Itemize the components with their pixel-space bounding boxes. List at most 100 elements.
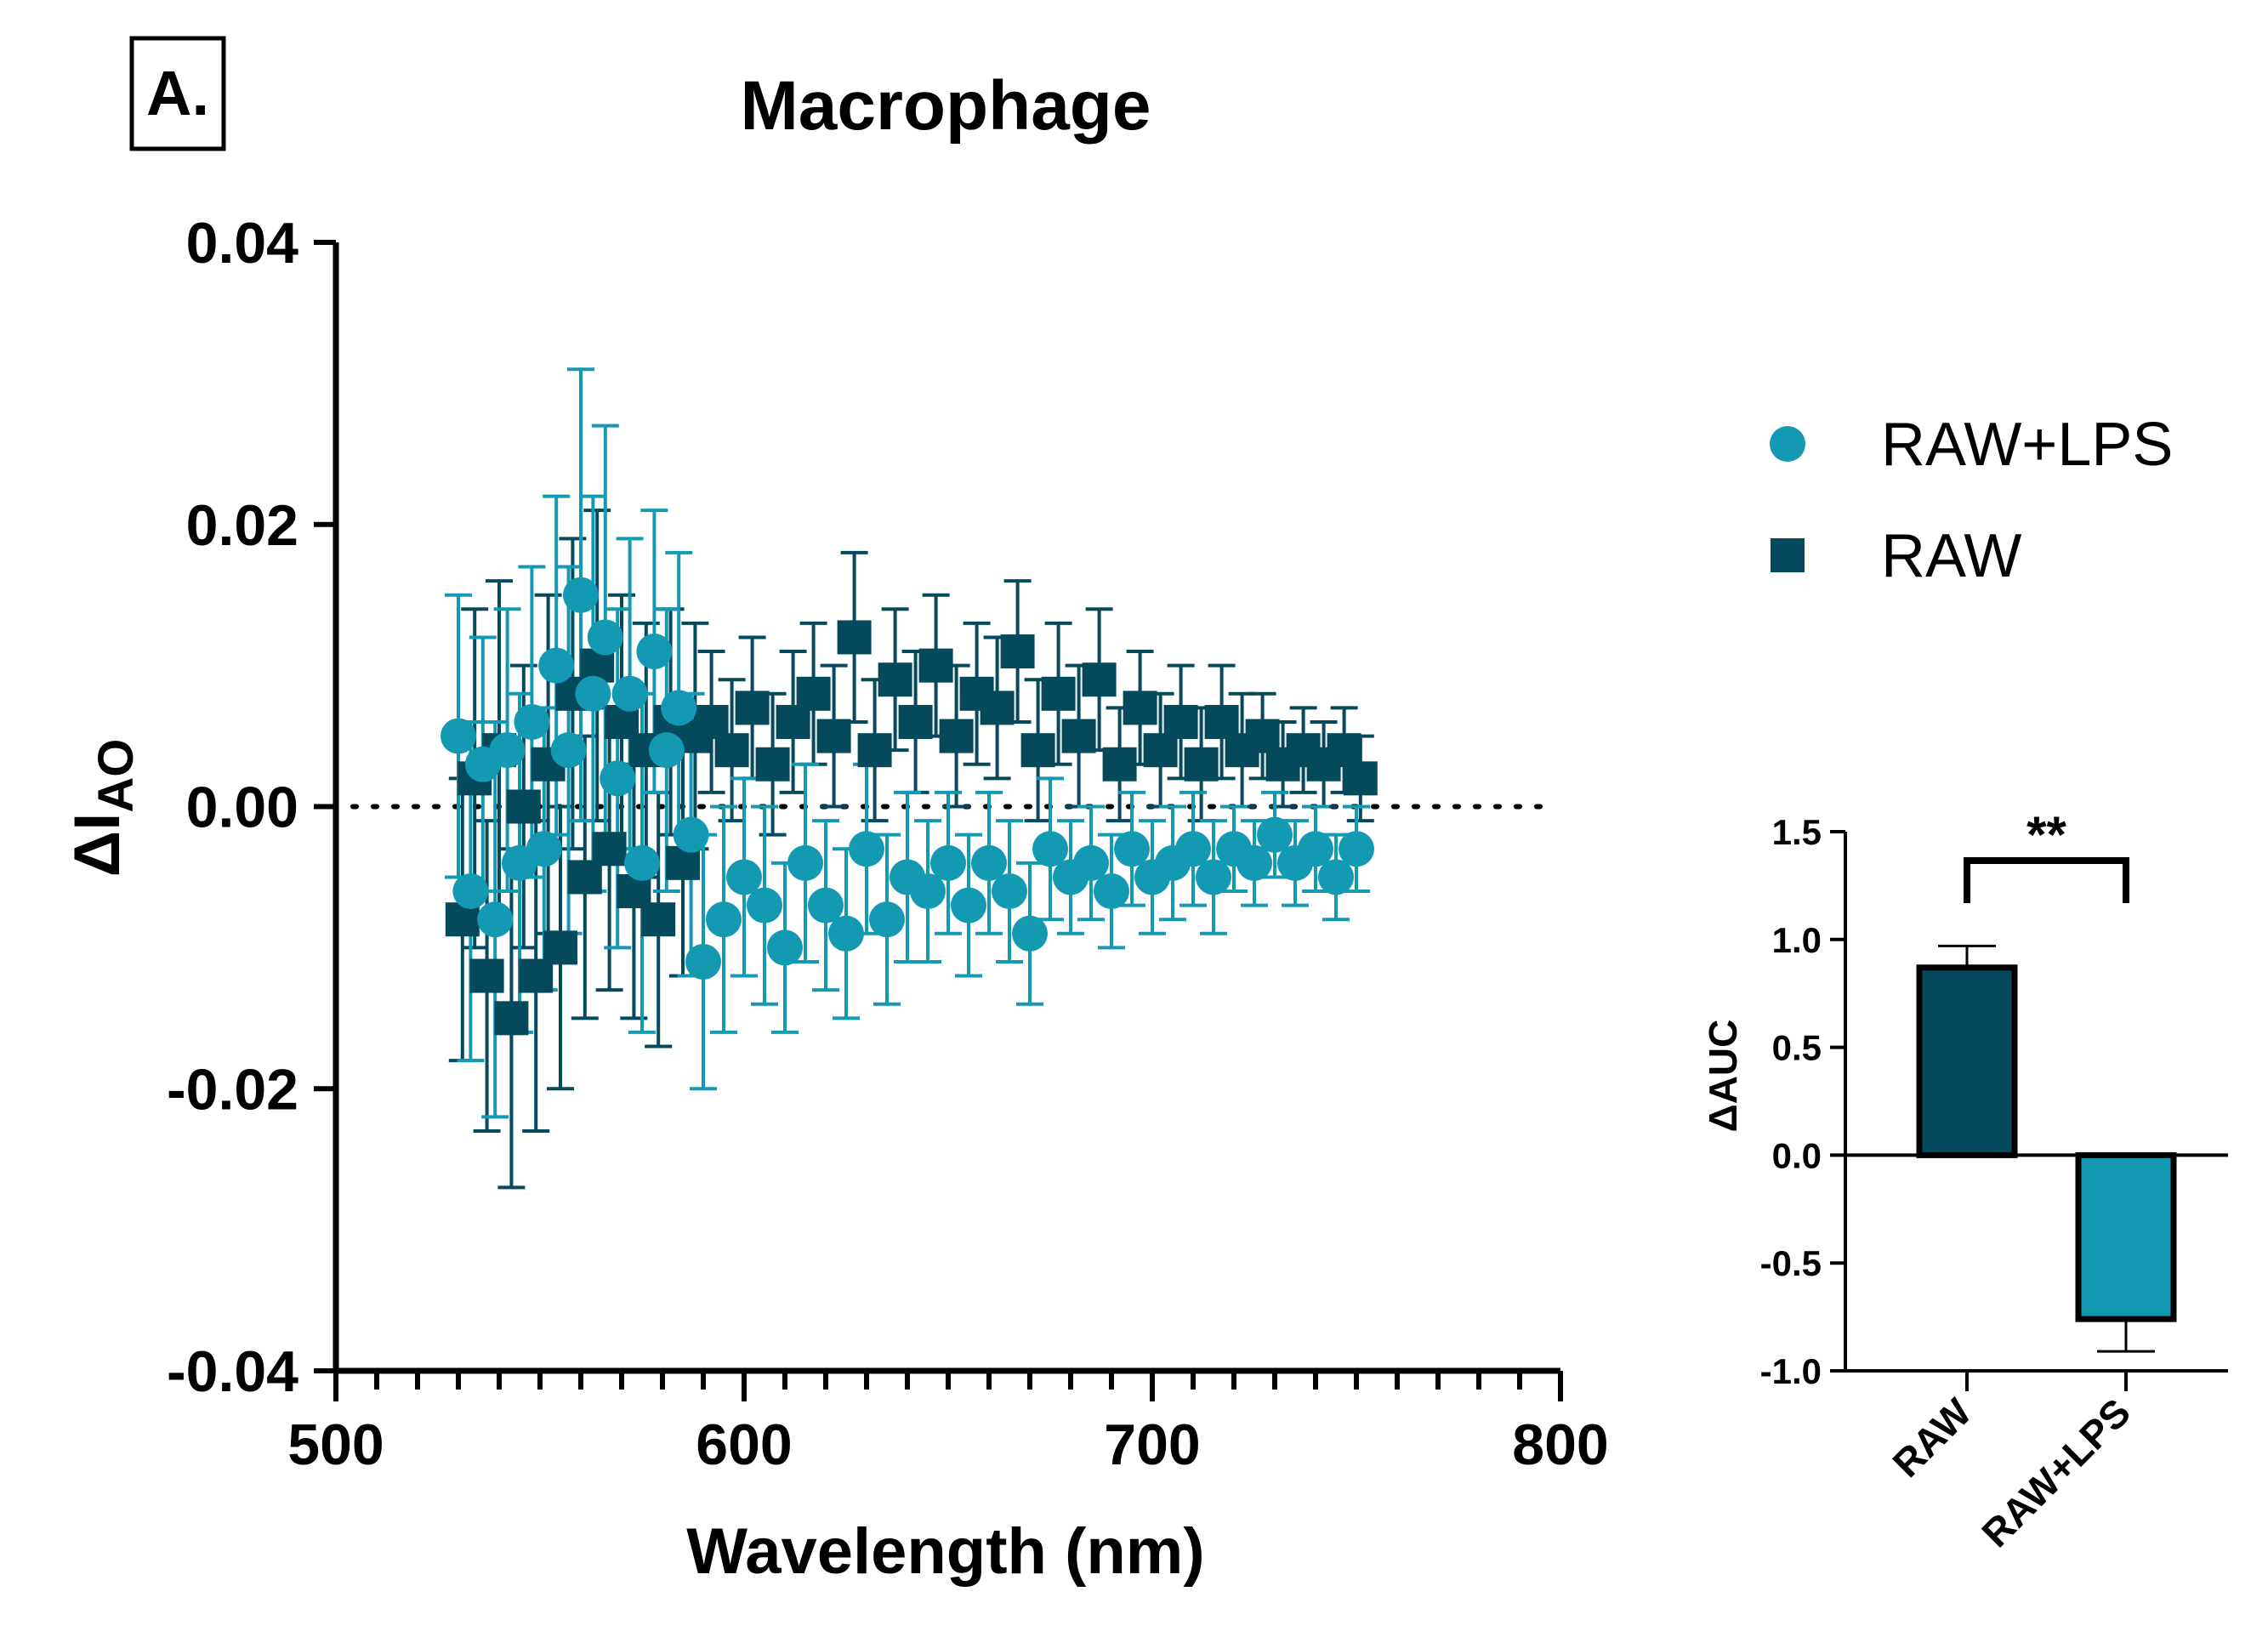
data-point (1094, 873, 1129, 910)
data-point (726, 859, 762, 895)
data-point (1236, 844, 1272, 881)
data-point (1343, 761, 1378, 796)
data-point (755, 747, 790, 782)
significance-bracket: ** (1964, 806, 2129, 903)
x-tick-label: 600 (696, 1412, 792, 1477)
data-point (1082, 662, 1117, 697)
data-point (706, 901, 742, 938)
data-point (939, 719, 974, 753)
data-point (1020, 733, 1055, 768)
inset-x-tick-label: RAW (1884, 1390, 1980, 1486)
legend-circle-marker (1770, 426, 1805, 462)
data-point (600, 760, 636, 797)
data-point (550, 732, 587, 769)
significance-bracket-line (1964, 857, 2129, 903)
legend-label-raw: RAW (1881, 522, 2021, 590)
data-point (910, 873, 946, 910)
legend: RAW+LPS RAW (1770, 411, 2173, 590)
data-point (1163, 704, 1198, 739)
y-tick-label: -0.02 (167, 1057, 298, 1122)
data-point (930, 844, 966, 881)
data-point (636, 634, 673, 670)
data-point (767, 929, 803, 966)
inset-y-tick-label: -1.0 (1760, 1351, 1822, 1391)
data-point (469, 958, 504, 993)
x-tick-label: 700 (1104, 1412, 1200, 1477)
data-point (808, 887, 844, 924)
y-tick-label: 0.02 (186, 493, 298, 558)
data-point (477, 901, 514, 938)
data-point (1298, 831, 1333, 867)
panel-label-frame (129, 36, 226, 151)
legend-item-raw: RAW (1771, 522, 2021, 590)
data-point (563, 577, 599, 613)
legend-item-raw-lps: RAW+LPS (1770, 411, 2173, 479)
data-point (575, 675, 611, 712)
data-point (1102, 747, 1137, 782)
data-point (1123, 691, 1157, 725)
data-point (735, 691, 770, 725)
data-point (898, 704, 933, 739)
inset-y-tick-label: 1.0 (1772, 920, 1822, 960)
data-point (1184, 747, 1219, 782)
data-point (1000, 634, 1035, 669)
data-point (452, 873, 489, 910)
data-point (514, 703, 550, 740)
data-point (1114, 831, 1150, 867)
inset-y-axis-label: ΔAUC (1701, 1020, 1745, 1133)
data-point (714, 733, 749, 768)
legend-square-marker (1771, 538, 1805, 572)
y-tick-label: 0.00 (186, 776, 298, 840)
data-point (869, 901, 905, 938)
data-point (611, 675, 648, 712)
data-point (951, 887, 986, 924)
data-point (685, 943, 721, 980)
main-chart-title: Macrophage (741, 67, 1151, 145)
data-point (1012, 915, 1048, 952)
inset-y-tick-label: 0.5 (1772, 1028, 1822, 1068)
data-point (787, 844, 823, 881)
data-point (1257, 816, 1293, 853)
data-point (543, 930, 577, 965)
data-point (494, 1001, 529, 1036)
y-axis-label-main: ΔI (61, 813, 134, 878)
data-point (1041, 676, 1076, 711)
data-point (918, 648, 953, 683)
inset-bar (1916, 964, 2018, 1158)
y-tick-label: -0.04 (167, 1339, 298, 1404)
data-point (1032, 831, 1068, 867)
x-axis-label: Wavelength (nm) (686, 1515, 1204, 1588)
inset-x-tick-label: RAW+LPS (1973, 1390, 2139, 1555)
inset-y-tick-label: 1.5 (1772, 812, 1822, 852)
y-axis-label-subscript: AO (88, 739, 144, 813)
legend-label-raw-lps: RAW+LPS (1881, 411, 2173, 479)
inset-y-tick-label: 0.0 (1772, 1135, 1822, 1175)
data-point (587, 619, 623, 656)
data-point (796, 676, 831, 711)
data-point (526, 831, 562, 867)
data-point (849, 831, 884, 867)
data-point (828, 915, 864, 952)
inset-y-tick-label: -0.5 (1760, 1243, 1822, 1283)
data-point (857, 733, 892, 768)
data-point (747, 887, 782, 924)
inset-bar (2075, 1151, 2177, 1322)
data-point (624, 844, 660, 881)
data-point (441, 718, 476, 754)
significance-label: ** (2026, 806, 2066, 863)
y-tick-label: 0.04 (186, 211, 299, 276)
data-point (641, 902, 676, 937)
inset-bars (1916, 944, 2177, 1353)
data-point (1073, 844, 1109, 881)
main-chart: -0.04 -0.02 0.00 0.02 0.04 500 600 700 800 Wavel… (61, 211, 1609, 1588)
data-point (648, 732, 685, 769)
y-axis-label: ΔIAO (61, 739, 144, 878)
data-point (837, 620, 872, 655)
data-point (816, 719, 851, 753)
data-point (489, 732, 526, 769)
error-bars (445, 367, 1374, 1190)
data-point (661, 690, 697, 726)
main-axes: -0.04 -0.02 0.00 0.02 0.04 500 600 700 800 (167, 211, 1609, 1477)
